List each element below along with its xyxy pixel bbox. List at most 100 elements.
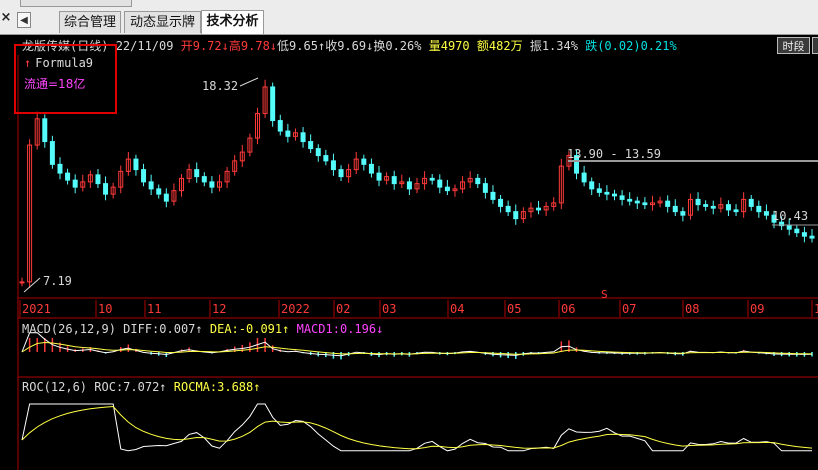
- tab-general-management[interactable]: 综合管理: [59, 11, 121, 33]
- month-label: 02: [336, 302, 351, 316]
- month-label: 10: [98, 302, 113, 316]
- candle-body: [467, 177, 473, 183]
- amount-value: 482万: [488, 39, 523, 53]
- formula-label[interactable]: ↑ Formula9: [24, 56, 93, 70]
- candle-body: [589, 181, 595, 190]
- tab-dynamic-board[interactable]: 动态显示牌: [124, 11, 201, 33]
- candle-body: [665, 200, 671, 207]
- candle-body: [391, 176, 397, 185]
- close-icon[interactable]: ×: [0, 10, 12, 25]
- range-price-label: 13.90 - 13.59: [567, 147, 661, 161]
- time-period-button[interactable]: 时段: [777, 37, 810, 54]
- candle-body: [224, 170, 230, 183]
- candle-body: [72, 179, 78, 188]
- candle-body: [368, 163, 374, 174]
- month-label: 12: [212, 302, 227, 316]
- candle-body: [513, 211, 519, 220]
- close-label: 收: [325, 39, 338, 53]
- turnover-label: 换: [373, 39, 386, 53]
- candle-body: [118, 170, 124, 188]
- roc-arrow: ↑: [159, 380, 167, 394]
- change-label: 跌: [585, 39, 598, 53]
- close-value: 9.69: [337, 39, 367, 53]
- candle-body: [725, 204, 731, 211]
- candle-body: [452, 188, 458, 192]
- float-shares: 流通=18亿: [24, 77, 86, 91]
- candle-body: [505, 205, 511, 213]
- candle-body: [748, 198, 754, 207]
- candle-body: [171, 190, 177, 202]
- stock-name: 龙版传媒(日线): [22, 39, 109, 53]
- volume-label: 量: [428, 39, 441, 53]
- tab-technical-analysis[interactable]: 技术分析: [201, 10, 264, 34]
- candle-body: [247, 137, 253, 153]
- low-value: 9.65: [289, 39, 318, 53]
- candle-body: [254, 113, 260, 139]
- candle-body: [528, 207, 534, 213]
- candle-body: [65, 172, 71, 181]
- amount-label: 额: [476, 39, 489, 53]
- candle-body: [779, 221, 785, 227]
- tab-scroll-left-icon[interactable]: ◀: [17, 12, 31, 28]
- roc-value: 7.072: [123, 380, 160, 394]
- month-label: 03: [382, 302, 397, 316]
- candle-body: [649, 202, 655, 206]
- extra-button[interactable]: [812, 37, 818, 54]
- candle-body: [596, 188, 602, 193]
- candle-body: [627, 198, 633, 202]
- candle-body: [34, 118, 40, 146]
- diff-label: DIFF:: [123, 322, 160, 336]
- month-label: 11: [147, 302, 162, 316]
- candle-body: [148, 181, 154, 190]
- close-arrow: ↓: [366, 39, 374, 53]
- candle-body: [346, 169, 352, 178]
- candle-body: [634, 200, 640, 204]
- macd1-arrow: ↓: [376, 322, 384, 336]
- candle-body: [657, 200, 663, 204]
- candle-body: [460, 181, 466, 190]
- candle-body: [262, 86, 268, 115]
- dea-arrow: ↑: [282, 322, 290, 336]
- s-marker: S: [601, 288, 608, 301]
- month-label: 09: [750, 302, 765, 316]
- macd1-label: MACD1:: [296, 322, 340, 336]
- diff-value: 0.007: [159, 322, 196, 336]
- candle-body: [520, 211, 526, 220]
- candle-body: [437, 179, 443, 188]
- dea-label: DEA:: [209, 322, 239, 336]
- up-arrow-icon: ↑: [24, 56, 32, 70]
- candle-body: [687, 198, 693, 216]
- candle-body: [209, 181, 215, 188]
- candle-body: [741, 198, 747, 213]
- candle-body: [19, 281, 25, 284]
- candle-body: [680, 211, 686, 216]
- month-label: 08: [685, 302, 700, 316]
- month-label: 04: [450, 302, 465, 316]
- low-price-leader: [23, 277, 41, 293]
- low-label: 低: [277, 39, 290, 53]
- roc-name: ROC(12,6): [22, 380, 88, 394]
- candle-body: [308, 141, 314, 150]
- candle-body: [103, 183, 109, 195]
- candle-body: [277, 120, 283, 132]
- candle-body: [786, 225, 792, 230]
- candle-body: [87, 174, 93, 183]
- macd1-value: 0.196: [339, 322, 377, 336]
- candle-body: [49, 141, 55, 165]
- candle-body: [482, 183, 488, 193]
- month-label: 06: [561, 302, 576, 316]
- month-label: 07: [622, 302, 637, 316]
- candle-body: [80, 181, 86, 188]
- candle-body: [125, 158, 131, 172]
- highlight-box: [14, 44, 117, 114]
- high-price-label: 18.32: [202, 79, 239, 93]
- candle-body: [353, 158, 359, 171]
- month-label: 05: [507, 302, 522, 316]
- month-label: 2022: [281, 302, 310, 316]
- candle-body: [133, 158, 139, 171]
- candle-body: [361, 158, 367, 165]
- high-label: 高: [228, 39, 241, 53]
- high-value: 9.78: [240, 39, 270, 53]
- low-price-label: 7.19: [43, 274, 72, 288]
